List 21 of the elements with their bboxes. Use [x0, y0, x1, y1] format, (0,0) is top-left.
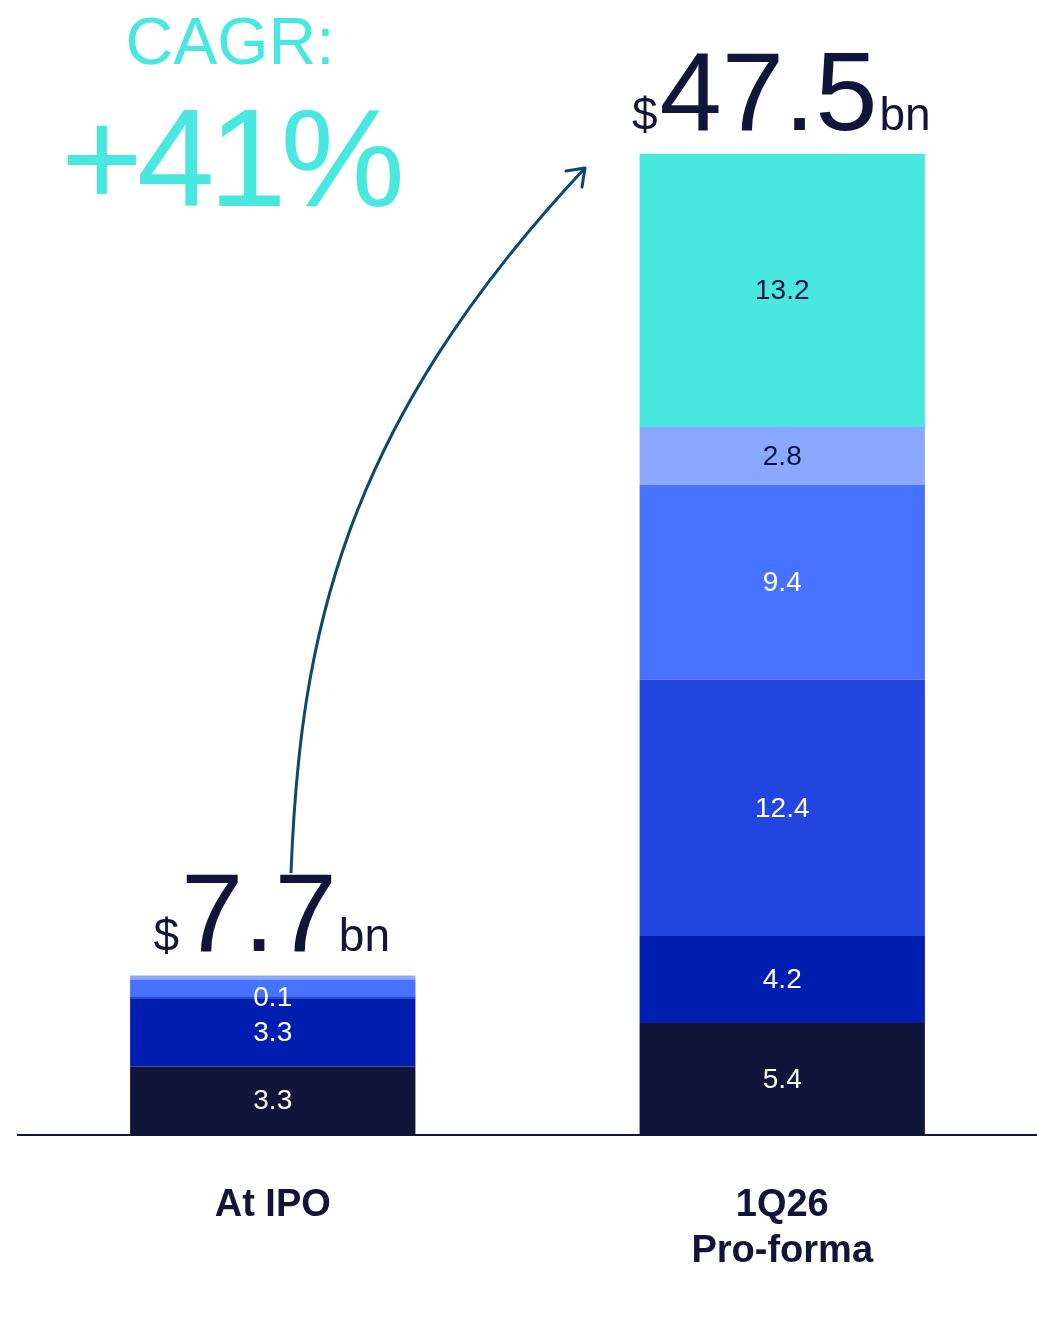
data-label: 3.3: [253, 1016, 293, 1048]
data-label: 12.4: [755, 791, 810, 823]
x-tick-label: At IPO: [214, 1182, 331, 1225]
data-label: 3.3: [253, 1084, 293, 1116]
total-label: $7.7bn: [153, 850, 390, 976]
annotation: +41%: [60, 79, 400, 236]
data-label: 2.8: [762, 439, 802, 471]
bar: [130, 975, 416, 980]
bar: [639, 153, 925, 427]
bar: [639, 484, 925, 680]
data-label: 5.4: [762, 1062, 802, 1094]
data-label: 13.2: [755, 274, 810, 306]
total-label: $47.5bn: [631, 28, 931, 154]
data-label: 0.1: [253, 980, 293, 1012]
data-label: 9.4: [762, 565, 802, 597]
text: CAGR:: [124, 4, 336, 78]
x-tick-label: 1Q26 Pro-forma: [691, 1182, 874, 1270]
bar: [639, 427, 925, 485]
bar: [639, 679, 925, 937]
data-label: 4.2: [762, 963, 802, 995]
bar: [639, 936, 925, 1024]
